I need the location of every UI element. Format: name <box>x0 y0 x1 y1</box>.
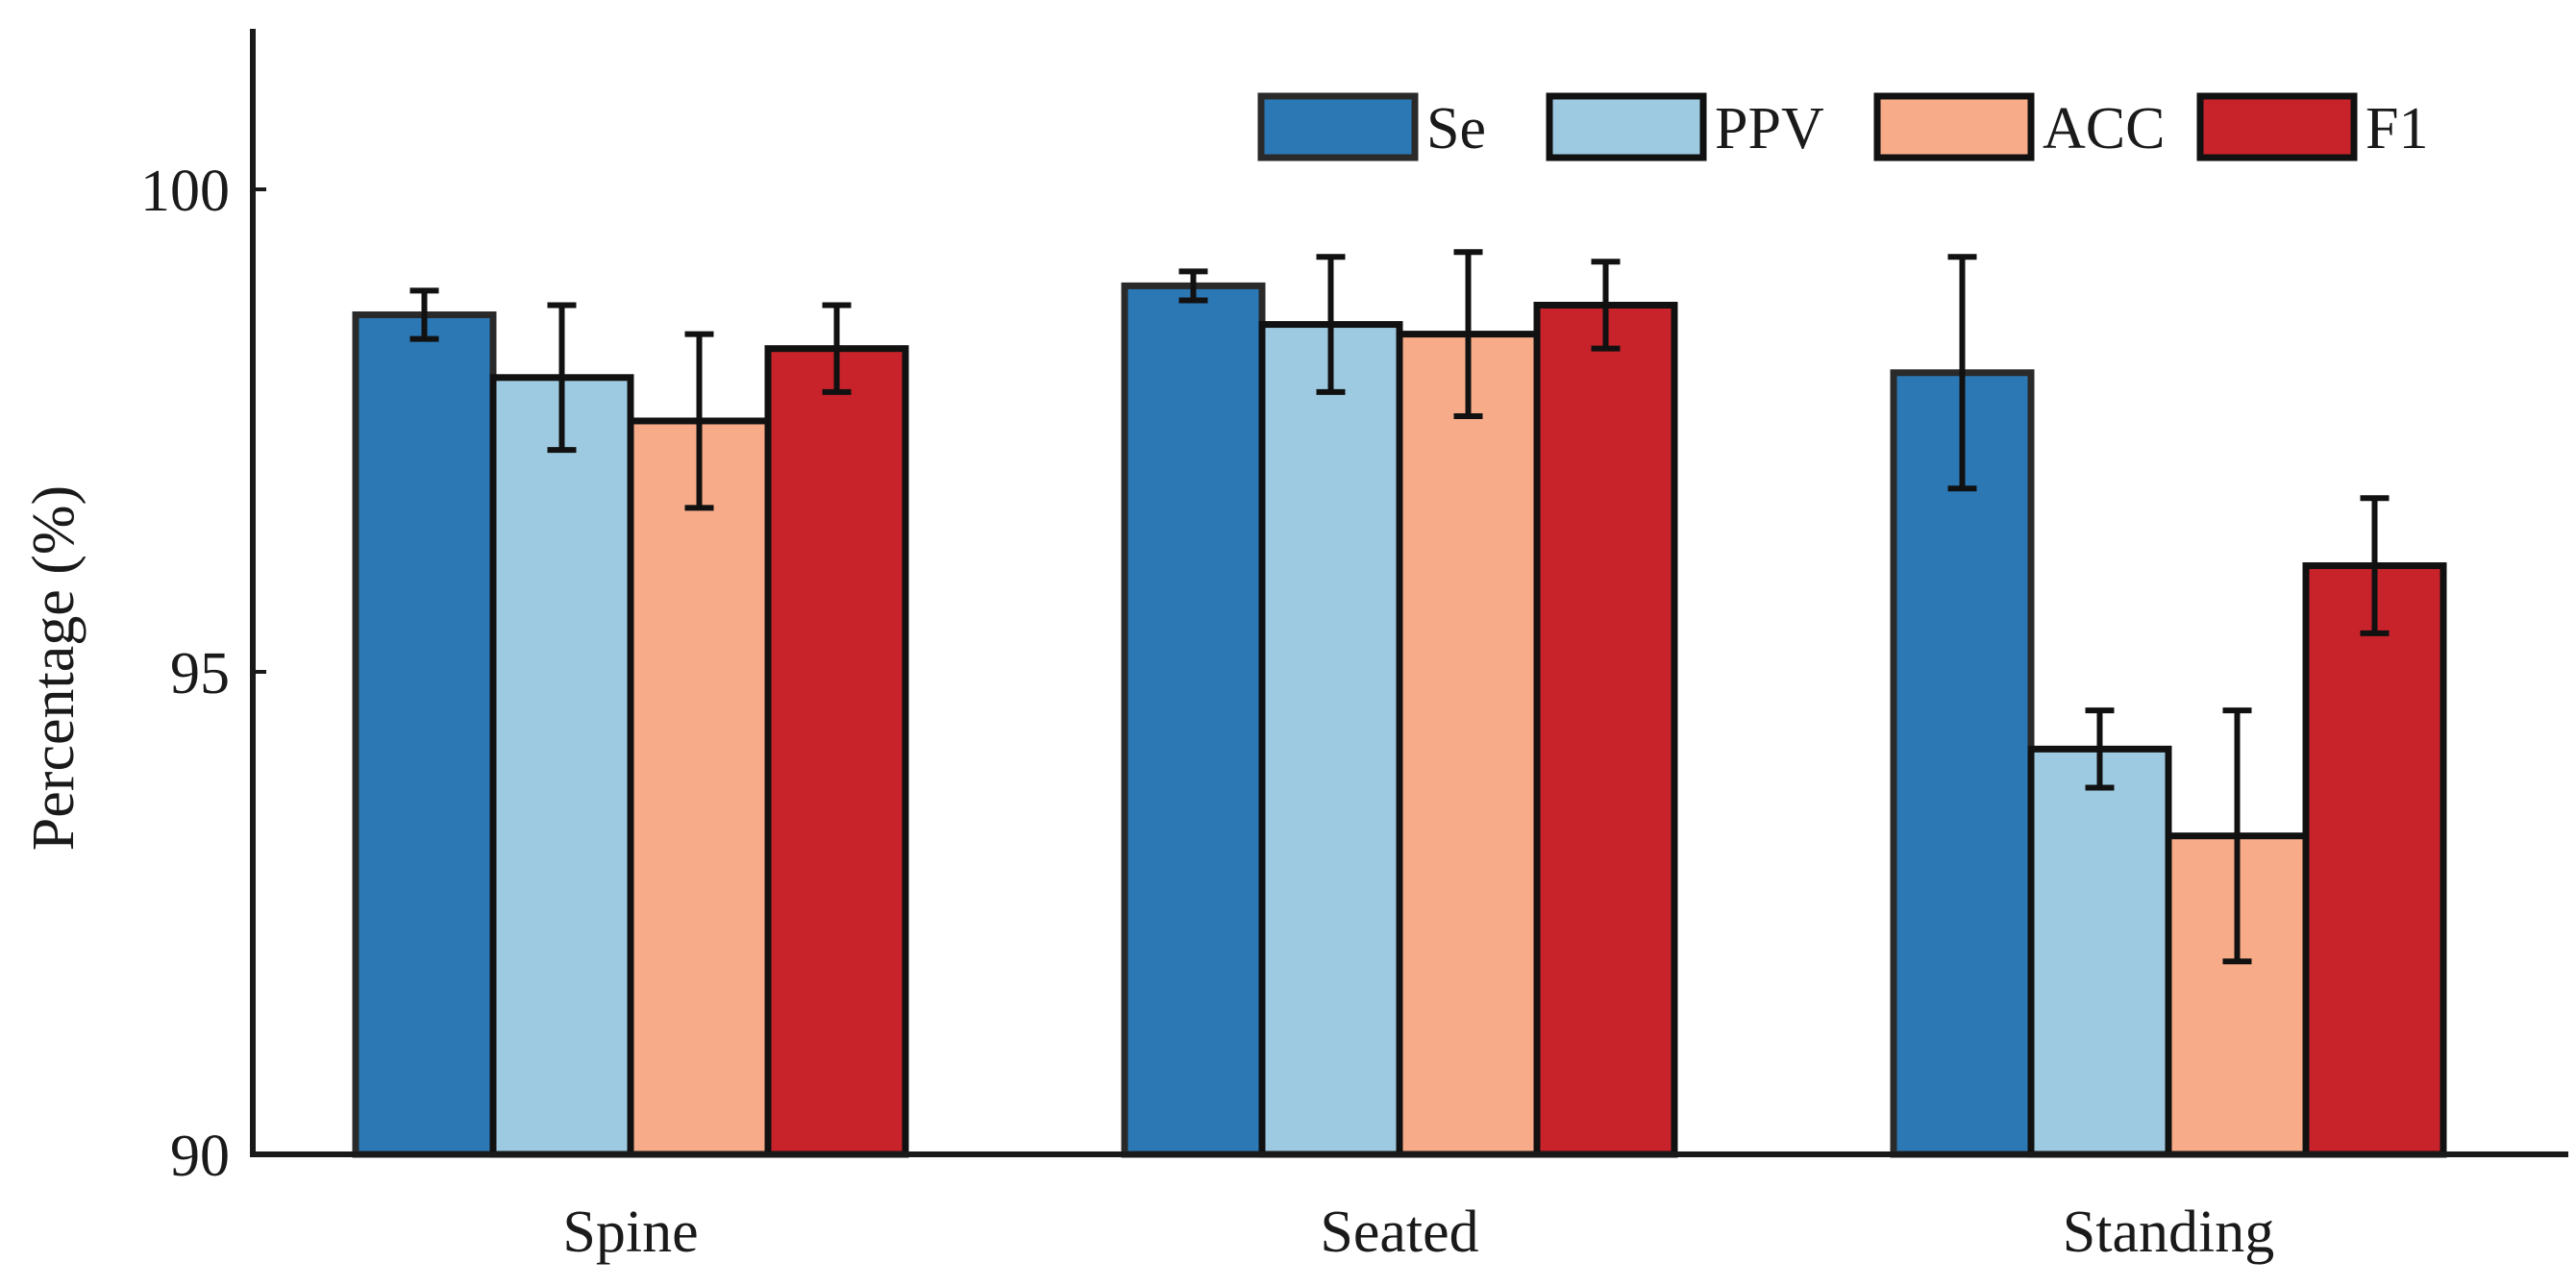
legend-swatch-f1 <box>2196 92 2358 161</box>
legend-item-f1: F1 <box>2196 92 2428 161</box>
legend-item-ppv: PPV <box>1546 92 1824 161</box>
bar-standing-se <box>1890 369 2035 1158</box>
bar-seated-acc <box>1396 331 1541 1158</box>
legend-swatch-acc <box>1873 92 2035 161</box>
y-ticks: 90 95 100 <box>140 159 266 1189</box>
errorbar-seated-se <box>1178 268 1208 304</box>
y-tick-label: 90 <box>170 1124 230 1189</box>
errorbar-standing-acc <box>2222 707 2252 965</box>
x-tick-label-standing: Standing <box>2063 1200 2274 1265</box>
errorbar-standing-f1 <box>2360 495 2390 636</box>
legend-item-acc: ACC <box>1873 92 2165 161</box>
bar-spine-f1 <box>764 345 909 1158</box>
bar-seated-f1 <box>1533 301 1678 1158</box>
legend-item-se: Se <box>1257 92 1486 161</box>
legend-label-acc: ACC <box>2043 96 2165 161</box>
bar-spine-acc <box>627 417 772 1158</box>
bar-standing-ppv <box>2027 745 2172 1158</box>
y-axis-title: Percentage (%) <box>21 485 87 851</box>
errorbar-seated-acc <box>1453 249 1483 419</box>
bar-standing-f1 <box>2302 562 2447 1158</box>
errorbar-seated-f1 <box>1591 259 1621 352</box>
x-ticks: Spine Seated Standing <box>562 1200 2274 1265</box>
y-tick-label: 100 <box>140 159 230 224</box>
legend: Se PPV ACC F1 <box>1257 92 2428 161</box>
bars-layer <box>352 282 2447 1158</box>
bar-seated-ppv <box>1258 321 1403 1158</box>
legend-swatch-se <box>1257 92 1419 161</box>
errorbars-layer <box>409 249 2390 965</box>
errorbar-standing-ppv <box>2085 707 2115 791</box>
errorbar-spine-ppv <box>547 302 577 454</box>
legend-swatch-ppv <box>1546 92 1707 161</box>
bar-spine-se <box>352 311 497 1158</box>
x-tick-label-spine: Spine <box>562 1200 698 1265</box>
errorbar-spine-acc <box>684 331 714 511</box>
errorbar-standing-se <box>1947 254 1977 492</box>
bar-seated-se <box>1121 282 1266 1158</box>
errorbar-spine-se <box>409 287 439 342</box>
legend-label-f1: F1 <box>2365 96 2428 161</box>
bar-spine-ppv <box>489 374 634 1158</box>
y-tick-label: 95 <box>170 641 230 706</box>
errorbar-spine-f1 <box>822 302 852 395</box>
legend-label-se: Se <box>1426 96 1486 161</box>
x-tick-label-seated: Seated <box>1320 1200 1478 1265</box>
errorbar-seated-ppv <box>1316 254 1346 395</box>
legend-label-ppv: PPV <box>1715 96 1824 161</box>
